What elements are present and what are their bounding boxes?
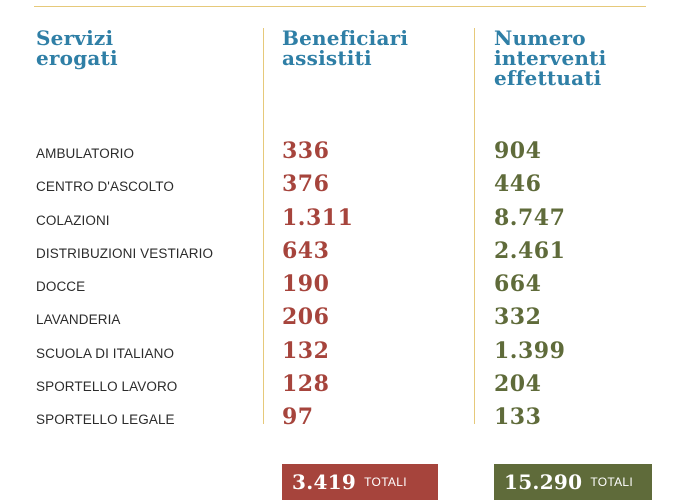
- table-row: DISTRIBUZIONI VESTIARIO 643 2.461: [0, 236, 700, 269]
- table-row: CENTRO D'ASCOLTO 376 446: [0, 169, 700, 202]
- interventions-value: 8.747: [494, 204, 566, 231]
- beneficiaries-value: 97: [282, 404, 314, 431]
- service-label: DOCCE: [36, 279, 86, 295]
- table-row: AMBULATORIO 336 904: [0, 136, 700, 169]
- table-row: COLAZIONI 1.311 8.747: [0, 203, 700, 236]
- interventions-value: 204: [494, 371, 542, 398]
- service-label: COLAZIONI: [36, 212, 110, 228]
- beneficiaries-total-label: TOTALI: [364, 475, 407, 489]
- beneficiaries-value: 336: [282, 138, 330, 164]
- service-label: SPORTELLO LEGALE: [36, 412, 175, 428]
- service-label: DISTRIBUZIONI VESTIARIO: [36, 245, 214, 261]
- beneficiaries-total-value: 3.419: [292, 470, 357, 494]
- table-row: SPORTELLO LEGALE 97 133: [0, 402, 700, 435]
- beneficiaries-value: 376: [282, 171, 330, 198]
- interventions-value: 664: [494, 271, 542, 298]
- service-label: AMBULATORIO: [36, 146, 135, 161]
- column-divider-2: [474, 28, 475, 424]
- service-label: SPORTELLO LAVORO: [36, 379, 178, 395]
- interventions-value: 133: [494, 404, 542, 431]
- interventions-value: 2.461: [494, 237, 566, 264]
- beneficiaries-value: 128: [282, 371, 330, 398]
- beneficiaries-total-box: 3.419 TOTALI: [282, 464, 438, 500]
- interventions-total-label: TOTALI: [590, 475, 634, 489]
- interventions-value: 332: [494, 304, 542, 331]
- beneficiaries-value: 190: [282, 271, 330, 298]
- beneficiaries-value: 1.311: [282, 204, 354, 231]
- table-row: SCUOLA DI ITALIANO 132 1.399: [0, 336, 700, 369]
- header-services: Servizi erogati: [36, 26, 118, 70]
- interventions-total-value: 15.290: [504, 470, 583, 494]
- beneficiaries-value: 643: [282, 237, 330, 264]
- services-table: AMBULATORIO 336 904 CENTRO D'ASCOLTO 376…: [0, 136, 700, 436]
- service-label: LAVANDERIA: [36, 312, 121, 328]
- table-row: DOCCE 190 664: [0, 269, 700, 302]
- interventions-total-box: 15.290 TOTALI: [494, 464, 652, 500]
- header-interventions: Numero interventi effettuati: [494, 26, 607, 90]
- column-divider-1: [263, 28, 264, 424]
- service-label: SCUOLA DI ITALIANO: [36, 345, 175, 361]
- interventions-value: 1.399: [494, 337, 566, 364]
- header-beneficiaries: Beneficiari assistiti: [282, 26, 409, 70]
- interventions-value: 446: [494, 171, 542, 198]
- table-row: SPORTELLO LAVORO 128 204: [0, 369, 700, 402]
- beneficiaries-value: 132: [282, 337, 330, 364]
- beneficiaries-value: 206: [282, 304, 330, 331]
- table-row: LAVANDERIA 206 332: [0, 302, 700, 335]
- service-label: CENTRO D'ASCOLTO: [36, 179, 174, 195]
- top-divider: [34, 6, 646, 7]
- interventions-value: 904: [494, 138, 542, 164]
